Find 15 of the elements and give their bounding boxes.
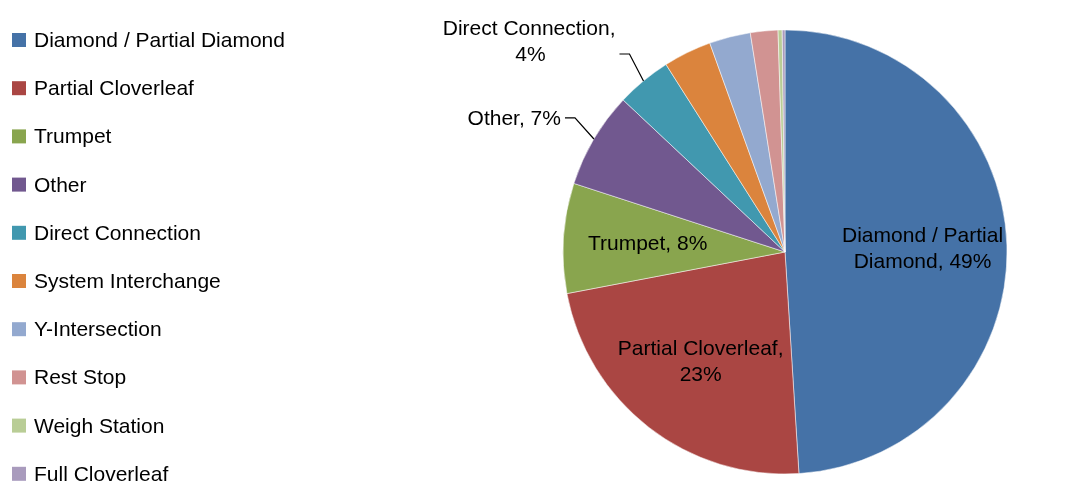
legend-label: Rest Stop xyxy=(34,365,127,389)
legend-label: Trumpet xyxy=(34,124,112,148)
legend-label: Partial Cloverleaf xyxy=(34,76,195,100)
data-label: Partial Cloverleaf, 23% xyxy=(617,335,784,385)
legend-label: Y-Intersection xyxy=(34,317,162,341)
data-label: Trumpet, 8% xyxy=(587,231,708,255)
data-label: Other, 7% xyxy=(467,105,561,129)
data-label: Diamond / Partial Diamond, 49% xyxy=(842,222,1004,272)
legend-label: Direct Connection xyxy=(34,220,201,244)
legend-label: Diamond / Partial Diamond xyxy=(34,28,285,51)
legend-label: System Interchange xyxy=(34,269,221,292)
legend-label: Weigh Station xyxy=(34,413,165,437)
legend-label: Full Cloverleaf xyxy=(34,461,169,485)
data-label: Direct Connection, 4% xyxy=(442,15,616,65)
legend-label: Other xyxy=(34,172,87,196)
